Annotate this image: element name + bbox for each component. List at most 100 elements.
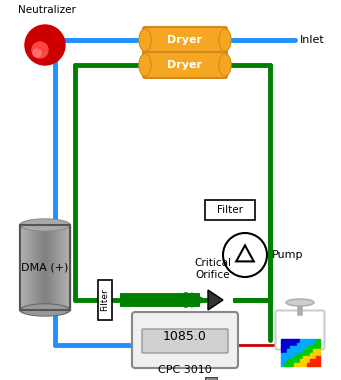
Bar bbox=[65, 225, 66, 310]
Bar bbox=[300, 356, 303, 359]
Bar bbox=[297, 356, 300, 359]
Bar bbox=[284, 346, 287, 349]
Circle shape bbox=[33, 49, 41, 57]
Bar bbox=[307, 353, 310, 356]
Text: DMA (+): DMA (+) bbox=[21, 263, 69, 272]
Bar bbox=[294, 359, 297, 363]
Bar bbox=[287, 342, 290, 346]
Bar bbox=[303, 349, 307, 353]
Bar bbox=[313, 356, 316, 359]
Bar bbox=[307, 363, 310, 366]
Bar bbox=[307, 342, 310, 346]
Ellipse shape bbox=[219, 54, 231, 76]
Bar bbox=[303, 363, 307, 366]
Bar bbox=[310, 339, 313, 342]
FancyBboxPatch shape bbox=[143, 52, 227, 78]
Text: Neutralizer: Neutralizer bbox=[18, 5, 76, 15]
Bar bbox=[294, 353, 297, 356]
Bar bbox=[310, 342, 313, 346]
Ellipse shape bbox=[139, 54, 151, 76]
Text: CPC 3010: CPC 3010 bbox=[158, 365, 212, 375]
Bar bbox=[284, 356, 287, 359]
Bar bbox=[290, 363, 294, 366]
Text: 1085.0: 1085.0 bbox=[163, 331, 207, 344]
Ellipse shape bbox=[220, 30, 230, 50]
Bar bbox=[281, 346, 284, 349]
Bar bbox=[310, 349, 313, 353]
Bar bbox=[63, 225, 64, 310]
Bar bbox=[281, 363, 284, 366]
Bar bbox=[33, 225, 34, 310]
Bar bbox=[59, 225, 60, 310]
Bar bbox=[287, 353, 290, 356]
Bar bbox=[294, 342, 297, 346]
Bar bbox=[64, 225, 65, 310]
Bar bbox=[310, 359, 313, 363]
Circle shape bbox=[25, 25, 65, 65]
Bar bbox=[316, 356, 320, 359]
Bar bbox=[300, 349, 303, 353]
Bar bbox=[297, 353, 300, 356]
Bar bbox=[290, 359, 294, 363]
Bar bbox=[316, 353, 320, 356]
Ellipse shape bbox=[220, 55, 230, 75]
Bar bbox=[27, 225, 28, 310]
Bar bbox=[40, 225, 41, 310]
Bar bbox=[57, 225, 58, 310]
Bar bbox=[313, 339, 316, 342]
Bar bbox=[26, 225, 27, 310]
Circle shape bbox=[223, 233, 267, 277]
Bar bbox=[316, 363, 320, 366]
Bar bbox=[290, 356, 294, 359]
Bar bbox=[34, 225, 35, 310]
Bar bbox=[313, 349, 316, 353]
Bar bbox=[307, 359, 310, 363]
Bar bbox=[300, 363, 303, 366]
Bar bbox=[54, 225, 55, 310]
Bar bbox=[297, 359, 300, 363]
Bar bbox=[68, 225, 69, 310]
Bar bbox=[20, 225, 21, 310]
Ellipse shape bbox=[140, 55, 150, 75]
FancyBboxPatch shape bbox=[142, 329, 228, 353]
Bar bbox=[310, 346, 313, 349]
Bar bbox=[303, 342, 307, 346]
Bar bbox=[303, 346, 307, 349]
Bar bbox=[294, 363, 297, 366]
Bar bbox=[307, 346, 310, 349]
Bar bbox=[300, 359, 303, 363]
Bar bbox=[303, 359, 307, 363]
Bar bbox=[38, 225, 39, 310]
Bar bbox=[62, 225, 63, 310]
Text: Critical
Orifice: Critical Orifice bbox=[194, 258, 232, 280]
Bar bbox=[297, 346, 300, 349]
Bar bbox=[310, 356, 313, 359]
Bar bbox=[313, 342, 316, 346]
Bar bbox=[28, 225, 29, 310]
Bar bbox=[287, 356, 290, 359]
FancyBboxPatch shape bbox=[132, 312, 238, 368]
Bar bbox=[313, 363, 316, 366]
Bar bbox=[313, 359, 316, 363]
Bar bbox=[300, 339, 303, 342]
Bar bbox=[290, 342, 294, 346]
Text: Pump: Pump bbox=[272, 250, 303, 260]
Bar bbox=[300, 342, 303, 346]
Bar bbox=[205, 200, 255, 220]
Bar bbox=[31, 225, 32, 310]
Bar bbox=[61, 225, 62, 310]
Bar bbox=[45, 225, 46, 310]
Bar bbox=[55, 225, 56, 310]
Bar bbox=[297, 339, 300, 342]
Bar bbox=[43, 225, 44, 310]
Ellipse shape bbox=[219, 29, 231, 51]
Bar bbox=[316, 342, 320, 346]
Bar bbox=[20, 225, 70, 310]
Bar bbox=[287, 363, 290, 366]
Bar bbox=[56, 225, 57, 310]
Bar bbox=[281, 353, 284, 356]
Ellipse shape bbox=[22, 220, 68, 230]
Bar bbox=[32, 225, 33, 310]
Bar bbox=[24, 225, 25, 310]
Text: Filter: Filter bbox=[217, 205, 243, 215]
